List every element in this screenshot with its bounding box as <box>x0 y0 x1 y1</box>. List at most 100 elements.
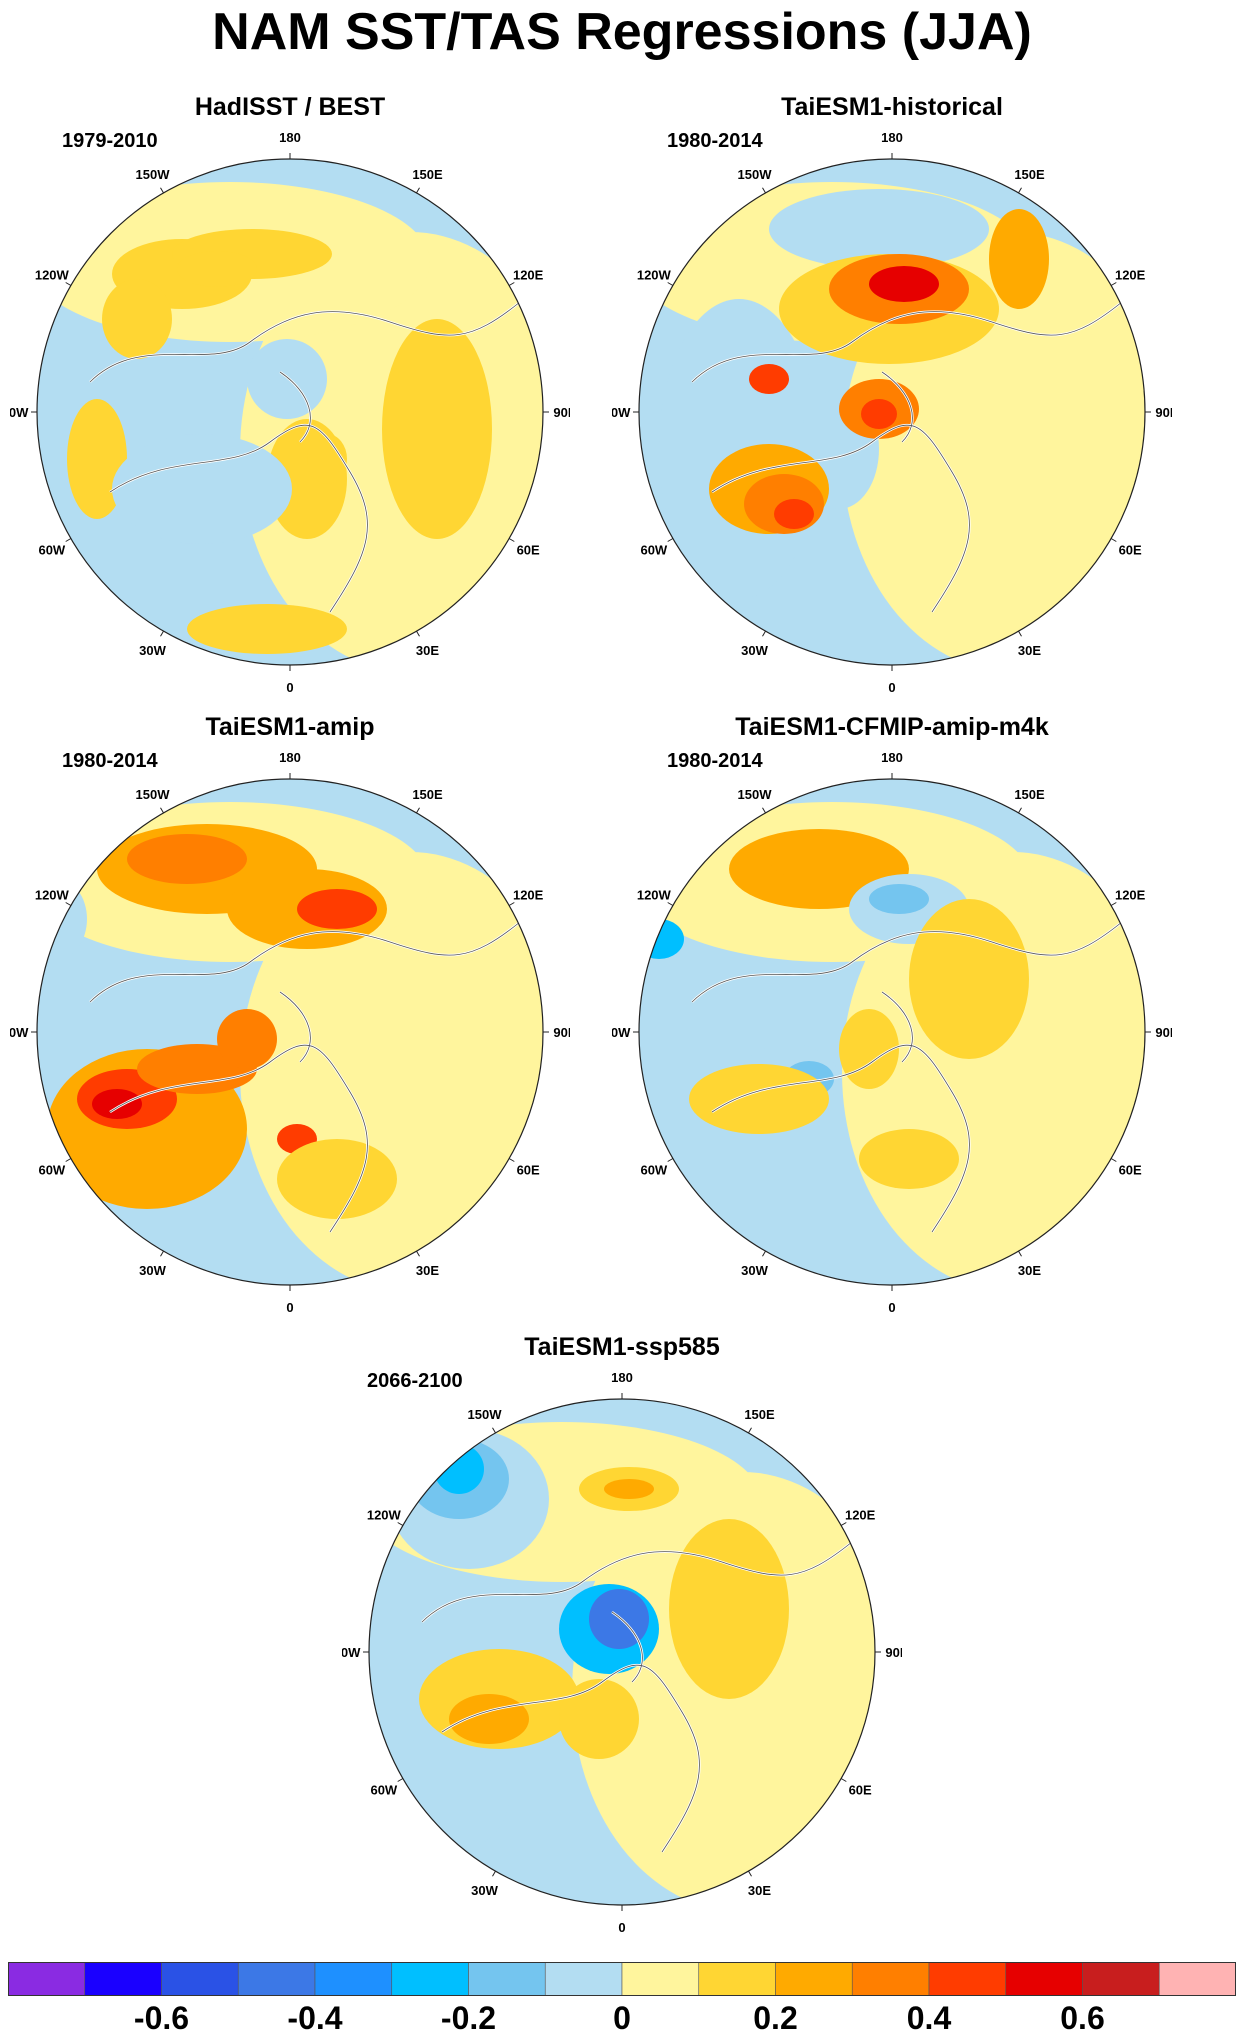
colorbar-swatch <box>1158 1962 1236 1996</box>
map-field <box>639 159 1145 665</box>
longitude-tick <box>1110 902 1117 906</box>
field-anomaly <box>774 499 814 529</box>
colorbar-border <box>8 1962 1236 1996</box>
field-anomaly <box>589 1589 649 1649</box>
longitude-label: 120E <box>513 268 544 283</box>
polar-map: 180 150E 120E 90E 60E 30E 0 30W 60W 90W 120W 150W <box>342 1370 902 1935</box>
longitude-label: 150E <box>412 787 443 802</box>
longitude-tick <box>1110 282 1117 286</box>
longitude-label: 90E <box>553 1025 570 1040</box>
longitude-tick <box>492 1427 496 1434</box>
longitude-label: 150E <box>412 167 443 182</box>
colorbar-swatch <box>391 1962 469 1996</box>
longitude-label: 90E <box>553 405 570 420</box>
longitude-label: 0 <box>618 1920 625 1935</box>
longitude-tick <box>416 630 420 637</box>
longitude-tick <box>748 1427 752 1434</box>
field-anomaly <box>297 889 377 929</box>
field-anomaly <box>869 266 939 302</box>
longitude-tick <box>416 187 420 194</box>
longitude-label: 150W <box>738 787 773 802</box>
longitude-label: 90W <box>612 405 631 420</box>
panel-period: 2066-2100 <box>367 1370 463 1392</box>
longitude-label: 120E <box>513 888 544 903</box>
colorbar-swatch <box>621 1962 700 1996</box>
longitude-label: 150W <box>136 787 171 802</box>
longitude-tick <box>508 538 515 542</box>
field-anomaly <box>112 434 292 544</box>
longitude-tick <box>667 538 674 542</box>
panel-title: HadISST / BEST <box>194 93 386 121</box>
longitude-tick <box>1110 1158 1117 1162</box>
polar-map: 180 150E 120E 90E 60E 30E 0 30W 60W 90W 120W 150W <box>612 130 1172 695</box>
field-anomaly <box>639 919 684 959</box>
field-anomaly <box>861 399 897 429</box>
field-anomaly <box>277 1139 397 1219</box>
field-anomaly <box>689 1064 829 1134</box>
longitude-label: 30W <box>741 643 768 658</box>
longitude-label: 150E <box>1014 167 1045 182</box>
longitude-label: 30E <box>1018 643 1041 658</box>
panel-title: TaiESM1-amip <box>205 713 375 741</box>
colorbar-swatch <box>237 1962 316 1996</box>
map-field <box>37 159 543 665</box>
longitude-label: 0 <box>286 680 293 695</box>
longitude-label: 90W <box>10 1025 29 1040</box>
coastline <box>691 921 1123 1233</box>
longitude-label: 30E <box>1018 1263 1041 1278</box>
longitude-label: 120W <box>637 268 672 283</box>
colorbar-swatch <box>468 1962 546 1996</box>
longitude-tick <box>840 1778 847 1782</box>
longitude-tick <box>762 1250 766 1257</box>
longitude-label: 30E <box>416 643 439 658</box>
field-anomaly <box>859 1129 959 1189</box>
panel-period: 1980-2014 <box>667 750 763 772</box>
longitude-tick <box>160 630 164 637</box>
field-anomaly <box>382 319 492 539</box>
field-anomaly <box>217 1009 277 1069</box>
longitude-label: 180 <box>611 1370 633 1385</box>
figure-title: NAM SST/TAS Regressions (JJA) <box>212 3 1032 61</box>
field-anomaly <box>369 1739 509 1859</box>
longitude-label: 60W <box>38 1163 65 1178</box>
longitude-label: 30W <box>139 643 166 658</box>
map-field <box>37 779 543 1285</box>
field-anomaly <box>434 1444 484 1494</box>
coastline <box>421 1541 853 1853</box>
polar-map: 180 150E 120E 90E 60E 30E 0 30W 60W 90W 120W 150W <box>10 130 570 695</box>
longitude-tick <box>1110 538 1117 542</box>
longitude-tick <box>840 1522 847 1526</box>
field-anomaly <box>839 1009 899 1089</box>
field-anomaly <box>102 279 172 359</box>
longitude-tick <box>1018 630 1022 637</box>
longitude-tick <box>508 282 515 286</box>
panel-taiesm1-amip: TaiESM1-amip 1980-2014 180 150E 120E 90E 60E… <box>10 712 570 1322</box>
panel-title: TaiESM1-ssp585 <box>524 1333 720 1361</box>
longitude-label: 60W <box>640 543 667 558</box>
longitude-label: 30W <box>741 1263 768 1278</box>
colorbar-swatch <box>1005 1962 1083 1996</box>
colorbar-swatch <box>544 1962 623 1996</box>
longitude-tick <box>397 1522 404 1526</box>
panel-period: 1980-2014 <box>62 750 158 772</box>
longitude-tick <box>762 187 766 194</box>
longitude-label: 120W <box>35 888 70 903</box>
longitude-tick <box>667 902 674 906</box>
longitude-label: 120E <box>1115 268 1146 283</box>
panel-taiesm1-historical: TaiESM1-historical 1980-2014 180 150E 120E… <box>612 92 1172 702</box>
longitude-label: 180 <box>881 750 903 765</box>
longitude-label: 180 <box>279 750 301 765</box>
panel-taiesm1-ssp585: TaiESM1-ssp585 2066-2100 180 150E 120E 90E 6… <box>342 1332 902 1942</box>
longitude-tick <box>667 1158 674 1162</box>
longitude-label: 90W <box>10 405 29 420</box>
longitude-label: 60W <box>370 1783 397 1798</box>
longitude-label: 0 <box>286 1300 293 1315</box>
longitude-label: 120W <box>367 1508 402 1523</box>
longitude-label: 30W <box>471 1883 498 1898</box>
polar-map: 180 150E 120E 90E 60E 30E 0 30W 60W 90W 120W 150W <box>10 750 570 1315</box>
colorbar-tick-label: 0.6 <box>1060 2000 1105 2036</box>
longitude-label: 90E <box>885 1645 902 1660</box>
field-anomaly <box>247 339 327 419</box>
longitude-label: 0 <box>888 680 895 695</box>
colorbar <box>8 1962 1236 1996</box>
